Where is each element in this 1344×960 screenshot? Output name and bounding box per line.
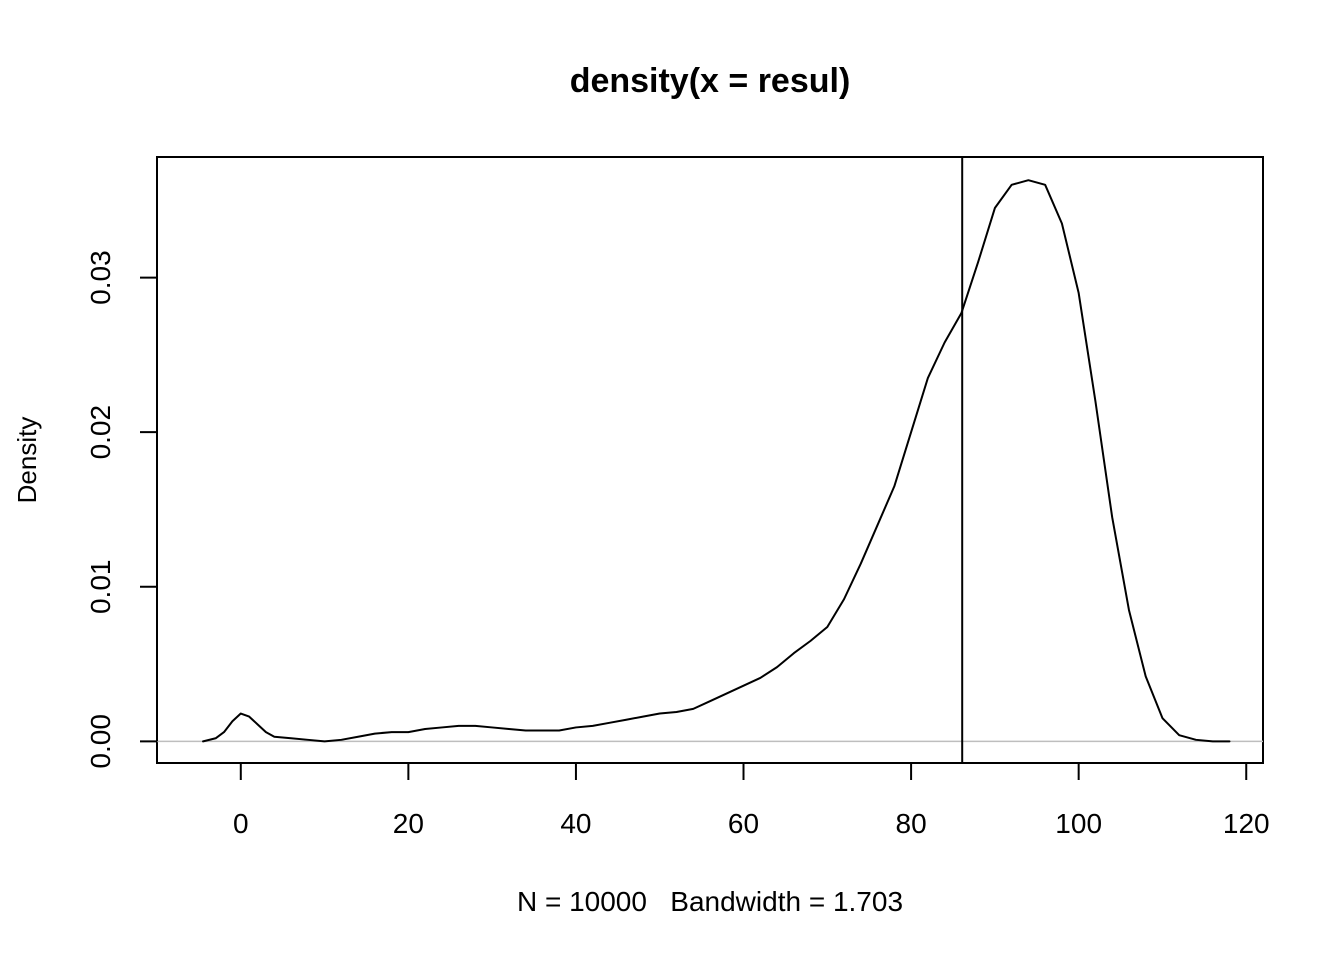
y-axis-label: Density: [12, 417, 42, 504]
x-tick-label: 120: [1223, 808, 1270, 839]
x-axis-label: N = 10000 Bandwidth = 1.703: [517, 886, 903, 917]
x-tick-label: 60: [728, 808, 759, 839]
y-tick-label: 0.03: [85, 250, 116, 305]
plot-frame: [156, 156, 1264, 764]
y-tick-label: 0.01: [85, 560, 116, 615]
x-tick-label: 100: [1055, 808, 1102, 839]
x-tick-label: 20: [393, 808, 424, 839]
x-tick-label: 40: [560, 808, 591, 839]
x-tick-label: 80: [896, 808, 927, 839]
density-curve: [202, 179, 1231, 743]
chart-title: density(x = resul): [570, 62, 851, 100]
y-tick-label: 0.02: [85, 405, 116, 460]
x-tick-label: 0: [233, 808, 249, 839]
y-tick-label: 0.00: [85, 714, 116, 769]
